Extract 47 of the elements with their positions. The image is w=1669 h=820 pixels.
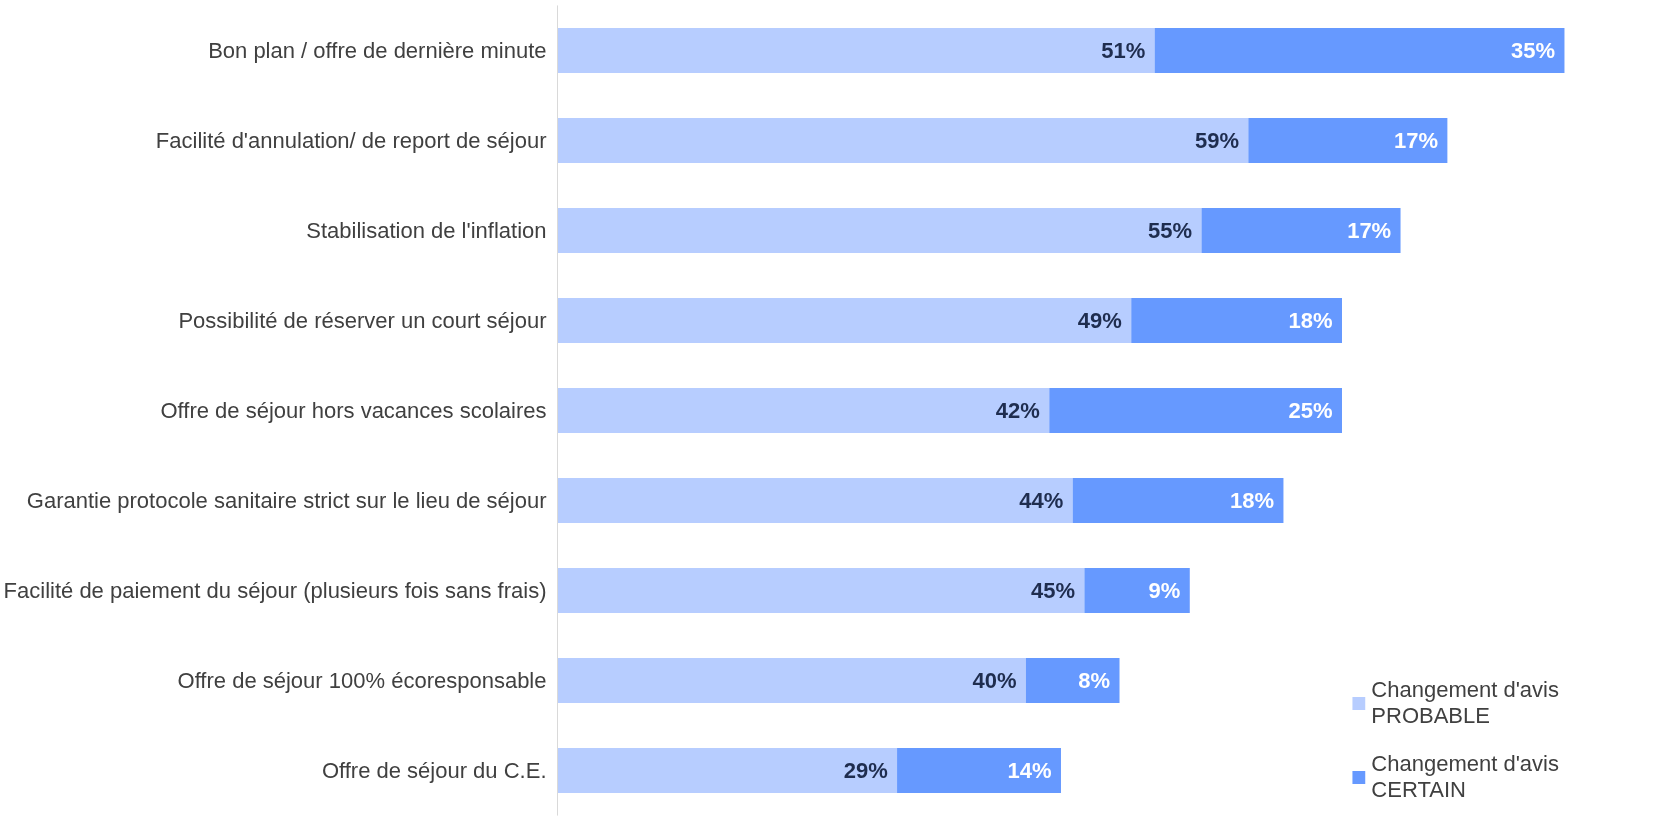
data-label: 8% — [1078, 668, 1111, 693]
bar — [557, 388, 1050, 433]
y-tick-label: Facilité d'annulation/ de report de séjour — [155, 128, 547, 153]
bar — [557, 748, 898, 793]
bar — [1154, 28, 1565, 73]
bar — [1248, 118, 1448, 163]
y-tick-label: Offre de séjour hors vacances scolaires — [160, 398, 547, 423]
data-label: 44% — [1019, 488, 1064, 513]
legend-label: Changement d'avis PROBABLE — [1371, 676, 1559, 730]
data-label: 35% — [1511, 38, 1556, 63]
data-label: 59% — [1194, 128, 1239, 153]
data-label: 55% — [1148, 218, 1193, 243]
bar — [897, 748, 1061, 793]
bar — [557, 568, 1085, 613]
data-label: 51% — [1101, 38, 1146, 63]
bar — [557, 658, 1026, 703]
bar — [1084, 568, 1190, 613]
y-tick-label: Stabilisation de l'inflation — [306, 218, 547, 243]
bar — [557, 298, 1132, 343]
bar — [1072, 478, 1284, 523]
data-label: 29% — [843, 758, 888, 783]
bar — [557, 28, 1155, 73]
bar — [1049, 388, 1342, 433]
y-tick-label: Offre de séjour du C.E. — [321, 758, 547, 783]
y-tick-label: Garantie protocole sanitaire strict sur le lieu de séjour — [26, 488, 547, 513]
bar — [557, 118, 1249, 163]
bar — [557, 208, 1202, 253]
bar — [1201, 208, 1401, 253]
y-tick-label: Bon plan / offre de dernière minute — [208, 38, 547, 63]
data-label: 18% — [1288, 308, 1333, 333]
data-label: 18% — [1230, 488, 1275, 513]
data-label: 17% — [1347, 218, 1392, 243]
data-label: 45% — [1031, 578, 1076, 603]
y-tick-label: Facilité de paiement du séjour (plusieurs fois sans frais) — [3, 578, 547, 603]
bar — [1131, 298, 1342, 343]
data-label: 49% — [1077, 308, 1122, 333]
data-label: 40% — [972, 668, 1017, 693]
data-label: 17% — [1393, 128, 1439, 153]
data-label: 14% — [1007, 758, 1052, 783]
data-label: 9% — [1148, 578, 1181, 603]
bar — [557, 478, 1073, 523]
legend-label: Changement d'avis CERTAIN — [1371, 750, 1559, 804]
y-tick-label: Offre de séjour 100% écoresponsable — [177, 668, 547, 693]
data-label: 25% — [1288, 398, 1333, 423]
y-tick-label: Possibilité de réserver un court séjour — [178, 308, 547, 333]
data-label: 42% — [995, 398, 1040, 423]
bar — [1025, 658, 1120, 703]
